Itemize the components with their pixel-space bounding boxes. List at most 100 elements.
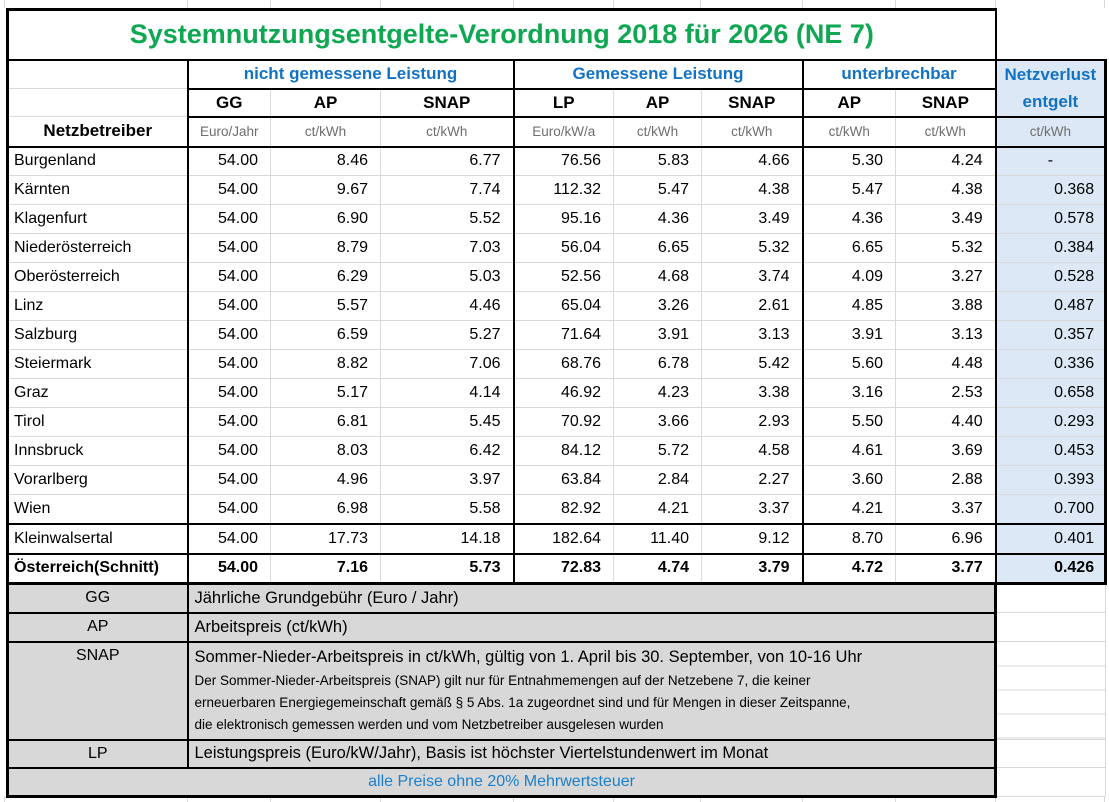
value-cell[interactable]: 3.38 <box>701 378 803 408</box>
legend-text-snap[interactable]: Sommer-Nieder-Arbeitspreis in ct/kWh, gü… <box>186 641 998 741</box>
value-cell[interactable]: 54.00 <box>187 522 271 554</box>
value-cell[interactable]: 182.64 <box>512 522 614 554</box>
value-cell[interactable]: 4.48 <box>894 349 997 379</box>
value-cell[interactable]: 8.46 <box>270 146 381 176</box>
value-cell[interactable]: 4.38 <box>894 175 997 205</box>
value-cell[interactable]: 4.09 <box>801 262 896 292</box>
unit-cell[interactable]: ct/kWh <box>613 116 702 148</box>
legend-text-lp[interactable]: Leistungspreis (Euro/kW/Jahr), Basis ist… <box>186 739 998 769</box>
value-cell[interactable]: 65.04 <box>512 291 614 321</box>
unit-cell[interactable]: ct/kWh <box>894 116 997 148</box>
value-cell[interactable]: 3.26 <box>613 291 702 321</box>
value-cell[interactable]: 3.37 <box>701 494 803 524</box>
code-lp[interactable]: LP <box>512 88 614 118</box>
value-cell[interactable]: 2.93 <box>701 407 803 437</box>
row-label-cell[interactable]: Innsbruck <box>6 436 189 466</box>
value-cell[interactable]: 2.27 <box>701 465 803 495</box>
value-cell[interactable]: 9.12 <box>701 522 803 554</box>
value-cell[interactable]: 8.70 <box>801 522 896 554</box>
netzverlust-cell[interactable]: 0.393 <box>994 465 1108 495</box>
legend-code-lp[interactable]: LP <box>6 739 189 769</box>
legend-code-gg[interactable]: GG <box>6 583 189 614</box>
group-unterbrechbar[interactable]: unterbrechbar <box>801 59 997 90</box>
value-cell[interactable]: 112.32 <box>512 175 614 205</box>
value-cell[interactable]: 4.74 <box>613 552 702 585</box>
netzverlust-cell[interactable]: 0.368 <box>994 175 1108 205</box>
value-cell[interactable]: 8.79 <box>270 233 381 263</box>
value-cell[interactable]: 4.24 <box>894 146 997 176</box>
empty-header-cell[interactable] <box>6 59 189 89</box>
value-cell[interactable]: 2.84 <box>613 465 702 495</box>
netzverlust-cell[interactable]: 0.528 <box>994 262 1108 292</box>
value-cell[interactable]: 5.83 <box>613 146 702 176</box>
value-cell[interactable]: 72.83 <box>512 552 614 585</box>
value-cell[interactable]: 3.27 <box>894 262 997 292</box>
value-cell[interactable]: 5.32 <box>701 233 803 263</box>
value-cell[interactable]: 3.77 <box>894 552 997 585</box>
value-cell[interactable]: 5.17 <box>270 378 381 408</box>
value-cell[interactable]: 56.04 <box>512 233 614 263</box>
value-cell[interactable]: 54.00 <box>187 233 271 263</box>
value-cell[interactable]: 3.97 <box>380 465 514 495</box>
value-cell[interactable]: 54.00 <box>187 291 271 321</box>
value-cell[interactable]: 54.00 <box>187 146 271 176</box>
value-cell[interactable]: 5.03 <box>380 262 514 292</box>
value-cell[interactable]: 54.00 <box>187 320 271 350</box>
value-cell[interactable]: 3.37 <box>894 494 997 524</box>
code-snap[interactable]: SNAP <box>894 88 997 118</box>
value-cell[interactable]: 4.21 <box>801 494 896 524</box>
value-cell[interactable]: 70.92 <box>512 407 614 437</box>
value-cell[interactable]: 4.85 <box>801 291 896 321</box>
value-cell[interactable]: 54.00 <box>187 465 271 495</box>
value-cell[interactable]: 5.30 <box>801 146 896 176</box>
value-cell[interactable]: 54.00 <box>187 204 271 234</box>
value-cell[interactable]: 3.13 <box>894 320 997 350</box>
unit-cell[interactable]: ct/kWh <box>270 116 381 148</box>
row-header-netzbetreiber[interactable]: Netzbetreiber <box>6 116 189 148</box>
value-cell[interactable]: 4.61 <box>801 436 896 466</box>
unit-cell[interactable]: ct/kWh <box>801 116 896 148</box>
row-label-cell[interactable]: Klagenfurt <box>6 204 189 234</box>
value-cell[interactable]: 3.91 <box>801 320 896 350</box>
value-cell[interactable]: 3.74 <box>701 262 803 292</box>
value-cell[interactable]: 2.53 <box>894 378 997 408</box>
value-cell[interactable]: 4.14 <box>380 378 514 408</box>
value-cell[interactable]: 6.81 <box>270 407 381 437</box>
value-cell[interactable]: 3.49 <box>894 204 997 234</box>
unit-cell-netzverlust[interactable]: ct/kWh <box>994 116 1108 148</box>
value-cell[interactable]: 4.72 <box>801 552 896 585</box>
value-cell[interactable]: 54.00 <box>187 494 271 524</box>
netzverlust-cell[interactable]: 0.293 <box>994 407 1108 437</box>
value-cell[interactable]: 4.58 <box>701 436 803 466</box>
value-cell[interactable]: 54.00 <box>187 349 271 379</box>
value-cell[interactable]: 4.96 <box>270 465 381 495</box>
value-cell[interactable]: 84.12 <box>512 436 614 466</box>
netzverlust-cell[interactable]: 0.357 <box>994 320 1108 350</box>
code-snap[interactable]: SNAP <box>380 88 515 118</box>
value-cell[interactable]: 68.76 <box>512 349 614 379</box>
value-cell[interactable]: 4.21 <box>613 494 702 524</box>
value-cell[interactable]: 5.50 <box>801 407 896 437</box>
unit-cell[interactable]: Euro/kW/a <box>512 116 614 148</box>
code-ap[interactable]: AP <box>613 88 702 118</box>
group-nicht-gemessene-leistung[interactable]: nicht gemessene Leistung <box>187 59 515 90</box>
unit-cell[interactable]: ct/kWh <box>380 116 515 148</box>
value-cell[interactable]: 52.56 <box>512 262 614 292</box>
code-gg[interactable]: GG <box>187 88 271 118</box>
footer-note[interactable]: alle Preise ohne 20% Mehrwertsteuer <box>5 767 998 798</box>
row-label-cell[interactable]: Steiermark <box>6 349 189 379</box>
value-cell[interactable]: 63.84 <box>512 465 614 495</box>
value-cell[interactable]: 8.03 <box>270 436 381 466</box>
row-label-cell[interactable]: Niederösterreich <box>6 233 189 263</box>
value-cell[interactable]: 4.36 <box>613 204 702 234</box>
value-cell[interactable]: 7.03 <box>380 233 514 263</box>
value-cell[interactable]: 4.38 <box>701 175 803 205</box>
value-cell[interactable]: 6.96 <box>894 522 997 554</box>
value-cell[interactable]: 6.90 <box>270 204 381 234</box>
value-cell[interactable]: 6.78 <box>613 349 702 379</box>
value-cell[interactable]: 17.73 <box>270 522 381 554</box>
row-label-cell[interactable]: Kärnten <box>6 175 189 205</box>
value-cell[interactable]: 5.57 <box>270 291 381 321</box>
row-label-cell[interactable]: Linz <box>6 291 189 321</box>
value-cell[interactable]: 3.16 <box>801 378 896 408</box>
